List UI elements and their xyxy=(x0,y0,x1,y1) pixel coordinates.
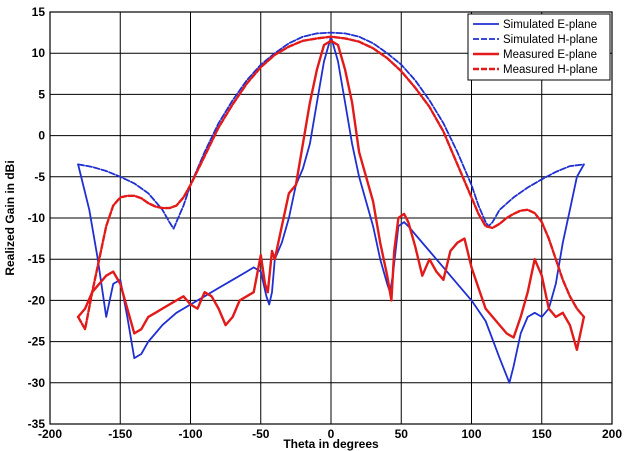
legend: Simulated E-plane Simulated H-plane Measur… xyxy=(467,13,611,81)
y-tick-label: 15 xyxy=(32,5,46,19)
simulated-h-plane-series xyxy=(77,31,585,230)
simulated-e-plane-series xyxy=(77,35,585,384)
y-tick-label: -15 xyxy=(28,252,46,266)
plot-frame xyxy=(49,11,613,425)
y-tick-label: 0 xyxy=(38,129,45,143)
x-tick-label: 50 xyxy=(395,427,409,441)
y-tick-label: 5 xyxy=(38,87,45,101)
y-tick-label: -20 xyxy=(28,293,46,307)
series-layer xyxy=(76,31,586,384)
measured-e-plane-series xyxy=(76,39,586,351)
x-axis-title: Theta in degrees xyxy=(283,437,379,451)
legend-label-measured-h-plane: Measured H-plane xyxy=(503,64,598,76)
x-tick-label: -50 xyxy=(252,427,270,441)
x-tick-label: -150 xyxy=(108,427,132,441)
x-tick-label: 0 xyxy=(328,427,335,441)
y-tick-label: -25 xyxy=(28,335,46,349)
y-tick-label: 10 xyxy=(32,46,46,60)
y-tick-label: -30 xyxy=(28,376,46,390)
tick-labels: -200 -150 -100 -50 0 50 100 150 200151050-5-10-1… xyxy=(28,5,623,441)
y-tick-label: -5 xyxy=(34,170,45,184)
x-tick-label: -100 xyxy=(178,427,202,441)
measured-h-plane-series xyxy=(76,35,586,331)
x-tick-label: 100 xyxy=(461,427,481,441)
legend-label-simulated-h-plane: Simulated H-plane xyxy=(503,34,598,46)
x-tick-label: 150 xyxy=(532,427,552,441)
x-tick-label: 200 xyxy=(602,427,622,441)
y-axis-title: Realized Gain in dBi xyxy=(3,160,17,275)
legend-label-measured-e-plane: Measured E-plane xyxy=(503,49,597,61)
legend-label-simulated-e-plane: Simulated E-plane xyxy=(503,19,597,31)
y-tick-label: -10 xyxy=(28,211,46,225)
grid xyxy=(50,12,612,424)
x-tick-label: -200 xyxy=(38,427,62,441)
y-tick-label: -35 xyxy=(28,417,46,431)
